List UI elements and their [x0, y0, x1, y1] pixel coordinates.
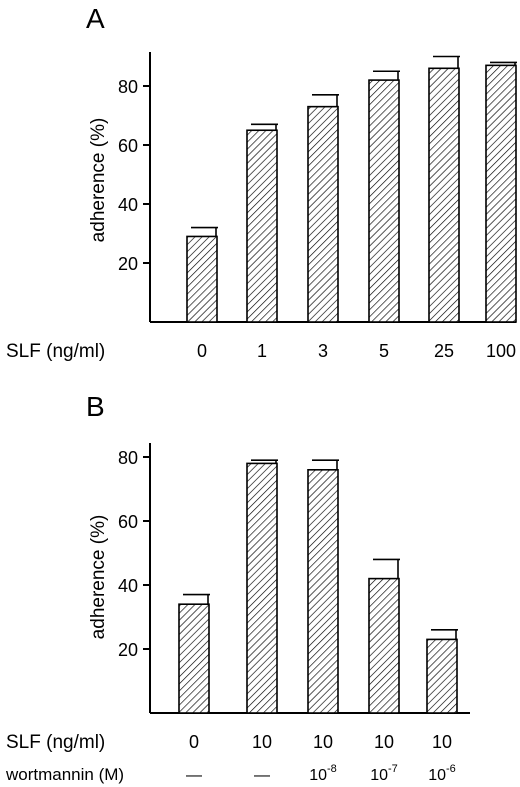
bar [246, 129, 278, 323]
category-label: 10 [252, 732, 272, 752]
bar [186, 235, 218, 323]
bar [307, 468, 339, 714]
y-tick-label: 20 [118, 254, 138, 274]
category-label: 10 [432, 732, 452, 752]
panel-b-y-tick-labels: 20 40 60 80 [118, 448, 138, 660]
y-tick-label: 40 [118, 195, 138, 215]
bar [178, 603, 210, 714]
panel-a-category-labels: 0 1 3 5 25 100 [197, 341, 516, 361]
category-label: 10 [374, 732, 394, 752]
panel-a-letter: A [86, 3, 105, 34]
y-tick-label: 60 [118, 136, 138, 156]
bar [246, 462, 278, 714]
panel-a-row-label-slf: SLF (ng/ml) [6, 341, 105, 362]
category-label: — [186, 767, 202, 784]
y-tick-label: 40 [118, 576, 138, 596]
bar [368, 79, 400, 323]
panel-a-y-tick-labels: 20 40 60 80 [118, 77, 138, 274]
panel-b-letter: B [86, 391, 105, 422]
category-label: 10 [313, 732, 333, 752]
y-tick-label: 80 [118, 448, 138, 468]
category-label: 0 [189, 732, 199, 752]
panel-b-ylabel: adherence (%) [88, 515, 109, 640]
panel-b-y-ticks [143, 456, 150, 650]
y-tick-label: 60 [118, 512, 138, 532]
category-label: — [254, 767, 270, 784]
panel-b: B adherence (%) 20 40 60 80 SLF (ng/ml) wor… [5, 391, 470, 784]
panel-b-category-labels: 0 10 10 10 10 — — 10-8 10-7 10-6 [186, 732, 456, 784]
panel-b-row-label-wortmannin: wortmannin (M) [5, 765, 124, 784]
bar [485, 64, 517, 323]
category-label: 100 [486, 341, 516, 361]
y-tick-label: 80 [118, 77, 138, 97]
panel-a: A adherence (%) 20 40 60 80 SLF (ng/ml) 0 1 3… [6, 3, 517, 362]
category-label: 10-8 [309, 763, 337, 784]
category-label: 10-7 [370, 763, 398, 784]
bar [307, 105, 339, 323]
panel-a-y-ticks [143, 85, 150, 264]
category-label: 1 [257, 341, 267, 361]
panel-a-ylabel: adherence (%) [88, 118, 109, 243]
bar [426, 638, 458, 714]
y-tick-label: 20 [118, 640, 138, 660]
category-label: 5 [379, 341, 389, 361]
category-label: 25 [434, 341, 454, 361]
panel-a-bars [186, 55, 517, 323]
panel-b-row-label-slf: SLF (ng/ml) [6, 732, 105, 753]
bar [428, 67, 460, 323]
category-label: 3 [318, 341, 328, 361]
panel-b-bars [178, 459, 458, 714]
category-label: 0 [197, 341, 207, 361]
category-label: 10-6 [428, 763, 456, 784]
bar [368, 577, 400, 714]
